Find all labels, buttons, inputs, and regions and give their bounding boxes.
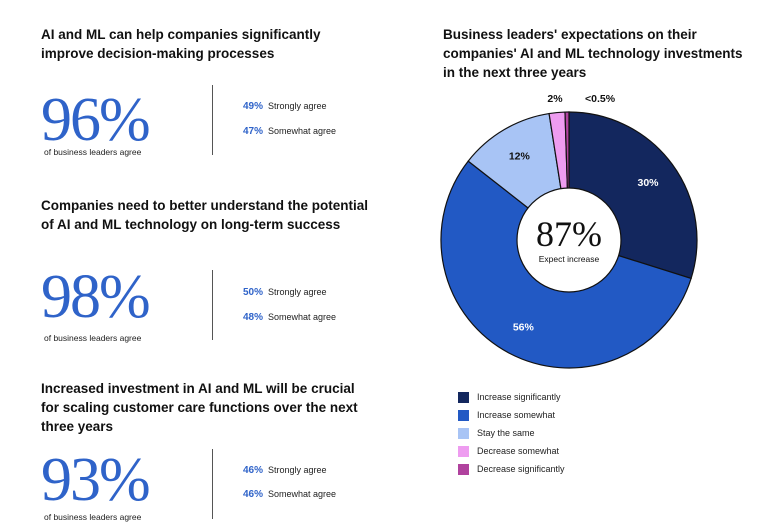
stat-heading: Increased investment in AI and ML will b… — [41, 381, 358, 434]
stat-caption: of business leaders agree — [44, 512, 142, 522]
legend-item-increase-somewhat: Increase somewhat — [458, 406, 565, 424]
breakdown-strongly: 49% Strongly agree — [243, 101, 327, 112]
stat-caption: of business leaders agree — [44, 147, 142, 157]
legend-swatch — [458, 427, 469, 439]
chart-title: Business leaders' expectations on their … — [443, 27, 743, 80]
stat-block-decision-making: AI and ML can help companies significant… — [41, 25, 371, 157]
stat-value: 98% — [41, 263, 151, 331]
divider — [212, 449, 213, 519]
donut-hole — [516, 187, 622, 293]
stat-block-long-term: Companies need to better understand the … — [41, 196, 371, 343]
legend-label: Stay the same — [477, 428, 535, 438]
legend-swatch — [458, 445, 469, 457]
stat-value: 93% — [41, 446, 151, 514]
center-label: Expect increase — [539, 254, 600, 264]
chart-legend: Increase significantly Increase somewhat S… — [458, 388, 565, 478]
breakdown-somewhat: 47% Somewhat agree — [243, 126, 337, 137]
legend-item-decrease-somewhat: Decrease somewhat — [458, 442, 565, 460]
breakdown-strongly: 46% Strongly agree — [243, 465, 327, 476]
stat-caption: of business leaders agree — [44, 333, 142, 343]
breakdown-strongly: 50% Strongly agree — [243, 287, 327, 298]
slice-label-decrease-significantly: <0.5% — [585, 93, 616, 105]
divider — [212, 270, 213, 340]
slice-label-decrease-somewhat: 2% — [547, 93, 563, 105]
slice-label-stay-the-same: 12% — [509, 151, 531, 163]
stat-block-customer-care: Increased investment in AI and ML will b… — [41, 379, 371, 522]
slice-label-increase-somewhat: 56% — [513, 322, 535, 334]
legend-label: Decrease significantly — [477, 464, 565, 474]
legend-label: Increase significantly — [477, 392, 561, 402]
legend-item-increase-significantly: Increase significantly — [458, 388, 565, 406]
slice-label-increase-significantly: 30% — [638, 177, 660, 189]
stat-value: 96% — [41, 86, 151, 154]
legend-label: Decrease somewhat — [477, 446, 560, 456]
breakdown-somewhat: 48% Somewhat agree — [243, 312, 337, 323]
legend-swatch — [458, 463, 469, 475]
stat-heading: AI and ML can help companies significant… — [41, 27, 321, 61]
divider — [212, 85, 213, 155]
legend-item-stay-the-same: Stay the same — [458, 424, 565, 442]
center-value: 87% — [536, 214, 602, 254]
legend-swatch — [458, 391, 469, 403]
donut-chart: 30% 56% 12% 2% <0.5% 87%Expect increase — [440, 93, 698, 369]
legend-swatch — [458, 409, 469, 421]
legend-label: Increase somewhat — [477, 410, 556, 420]
breakdown-somewhat: 46% Somewhat agree — [243, 489, 337, 500]
legend-item-decrease-significantly: Decrease significantly — [458, 460, 565, 478]
stat-heading: Companies need to better understand the … — [41, 198, 369, 232]
